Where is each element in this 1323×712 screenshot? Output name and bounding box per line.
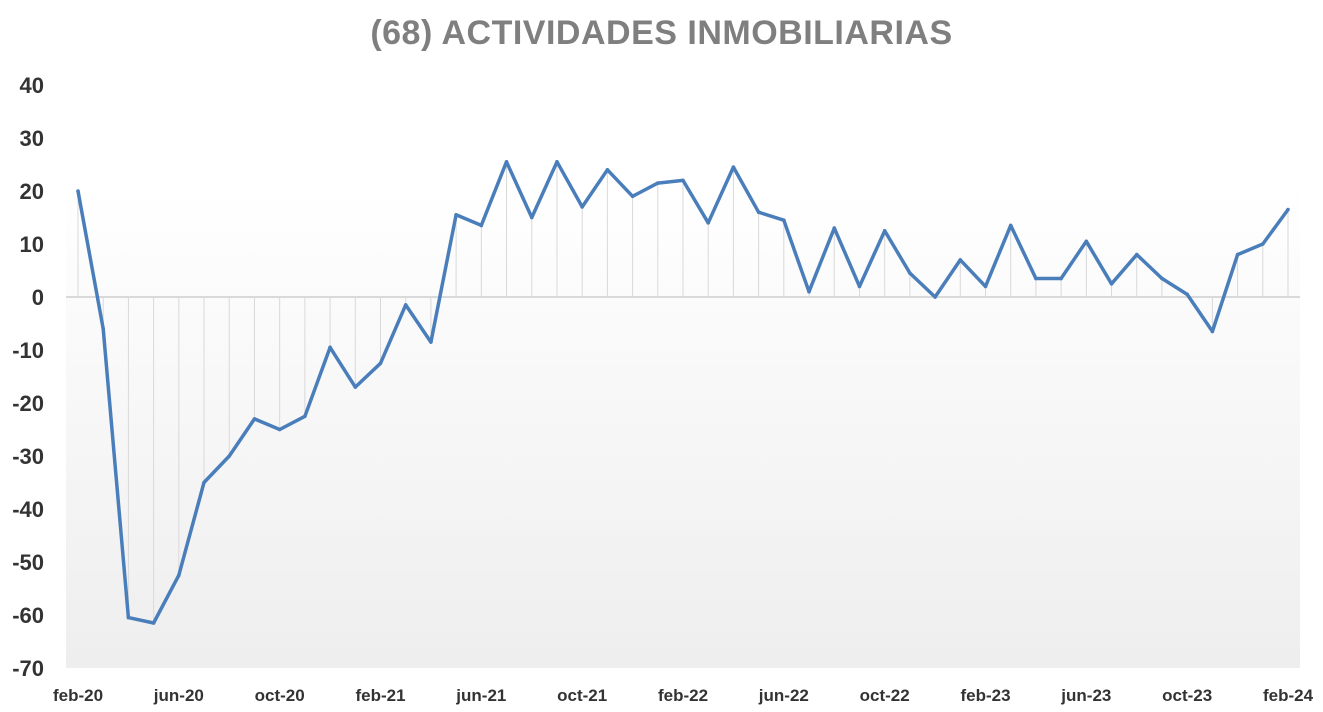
x-tick-label: jun-21 [455,686,506,705]
x-tick-label: jun-22 [758,686,809,705]
data-point [378,361,383,366]
y-tick-label: -70 [12,656,44,681]
data-point [681,178,685,183]
data-point [1134,252,1139,257]
data-point [1286,207,1290,212]
data-point [782,218,786,222]
data-point [555,160,559,164]
x-tick-label: oct-23 [1162,686,1212,705]
data-point [76,189,80,193]
data-point [202,480,206,485]
y-tick-label: -30 [12,444,44,469]
x-axis: feb-20 jun-20 oct-20 feb-21 jun-21 oct-21 feb-… [53,686,1314,705]
x-tick-label: feb-21 [355,686,405,705]
y-tick-label: -40 [12,497,44,522]
data-point [479,223,484,228]
data-point [882,228,887,233]
x-tick-label: oct-22 [860,686,910,705]
data-point [227,454,232,458]
data-point [328,345,332,350]
data-point [832,226,837,230]
y-tick-label: -60 [12,603,44,628]
x-tick-label: feb-23 [960,686,1010,705]
y-tick-label: 40 [20,73,44,98]
data-point [1109,281,1114,286]
x-tick-label: oct-20 [255,686,305,705]
data-point [403,303,408,307]
data-point [857,284,862,289]
data-point [454,213,458,217]
drop-lines [77,161,1289,623]
data-point [580,205,584,209]
chart-title: (68) ACTIVIDADES INMOBILIARIAS [370,14,953,52]
data-point [1235,252,1240,257]
y-tick-label: -10 [12,338,44,363]
data-point [655,181,660,185]
data-point [756,210,761,214]
data-point [983,284,988,289]
data-point [1008,223,1013,228]
series-layer [76,160,1290,625]
data-point [277,427,282,432]
y-axis: 40 30 20 10 0 -10 -20 -30 -40 -50 -60 -70 [12,73,44,681]
data-point [353,385,358,389]
data-point [630,194,635,199]
data-point [177,573,181,578]
data-point [1034,276,1038,281]
data-point [252,417,257,421]
data-point [1185,292,1189,297]
x-tick-label: feb-22 [658,686,708,705]
x-tick-label: feb-24 [1263,686,1314,705]
data-point [1084,239,1089,244]
data-point [908,271,912,275]
data-point [1260,242,1265,246]
y-tick-label: -20 [12,391,44,416]
x-tick-label: oct-21 [557,686,607,705]
x-tick-label: feb-20 [53,686,103,705]
data-point [731,165,736,169]
data-point [807,289,811,294]
y-tick-label: 20 [20,179,44,204]
data-point [1160,276,1164,281]
data-point [101,327,106,331]
data-point [429,340,433,344]
data-point [151,621,156,625]
y-tick-label: -50 [12,550,44,575]
data-point [126,615,131,620]
y-tick-label: 30 [20,126,44,151]
y-tick-label: 0 [32,285,44,310]
data-point [706,221,711,225]
data-point [529,215,534,220]
data-point [605,168,610,172]
y-tick-label: 10 [20,232,44,257]
data-point [958,258,963,262]
data-point [504,160,509,164]
data-point [1059,276,1063,281]
data-point [933,295,937,299]
x-tick-label: jun-23 [1060,686,1111,705]
data-point [303,414,307,419]
data-point [1210,329,1215,334]
x-tick-label: jun-20 [153,686,204,705]
